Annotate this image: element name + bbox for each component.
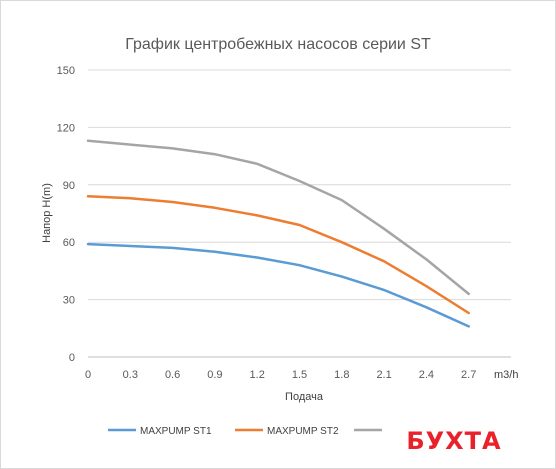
y-axis-title: Напор H(m) xyxy=(41,183,53,243)
y-tick-label: 120 xyxy=(57,122,75,134)
x-tick-label: 2.4 xyxy=(419,369,434,381)
legend-item: MAXPUMP ST1 xyxy=(108,426,212,437)
chart-title: График центробежных насосов серии ST xyxy=(125,36,431,53)
y-tick-label: 30 xyxy=(63,295,75,307)
x-tick-label: 0.6 xyxy=(165,369,180,381)
x-tick-label: 1.8 xyxy=(334,369,349,381)
series-line xyxy=(86,195,470,315)
y-tick-label: 60 xyxy=(63,237,75,249)
x-tick-label: 1.5 xyxy=(292,369,307,381)
legend-label: MAXPUMP ST2 xyxy=(267,426,339,437)
watermark-text: БУХТА xyxy=(406,427,501,455)
x-tick-label: 2.7 xyxy=(461,369,476,381)
legend: MAXPUMP ST1 MAXPUMP ST2 xyxy=(108,426,382,437)
x-tick-label: 0 xyxy=(85,369,91,381)
y-tick-label: 150 xyxy=(57,65,75,77)
legend-item: MAXPUMP ST2 xyxy=(235,426,339,437)
series-line xyxy=(86,139,470,296)
x-axis-title: Подача xyxy=(285,391,324,403)
x-tick-label: 2.1 xyxy=(376,369,391,381)
y-tick-label: 90 xyxy=(63,180,75,192)
x-tick-label: 1.2 xyxy=(250,369,265,381)
y-tick-label: 0 xyxy=(69,352,75,364)
x-axis-unit: m3/h xyxy=(494,369,518,381)
series-lines xyxy=(86,139,470,328)
y-tick-labels: 0 30 60 90 120 150 xyxy=(57,65,75,364)
legend-label: MAXPUMP ST1 xyxy=(140,426,212,437)
x-tick-label: 0.3 xyxy=(123,369,138,381)
x-tick-labels: 0 0.3 0.6 0.9 1.2 1.5 1.8 2.1 2.4 2.7 xyxy=(85,369,476,381)
x-tick-label: 0.9 xyxy=(207,369,222,381)
gridlines xyxy=(88,69,511,358)
series-line xyxy=(86,242,470,328)
watermark-logo: БУХТА xyxy=(391,419,517,463)
